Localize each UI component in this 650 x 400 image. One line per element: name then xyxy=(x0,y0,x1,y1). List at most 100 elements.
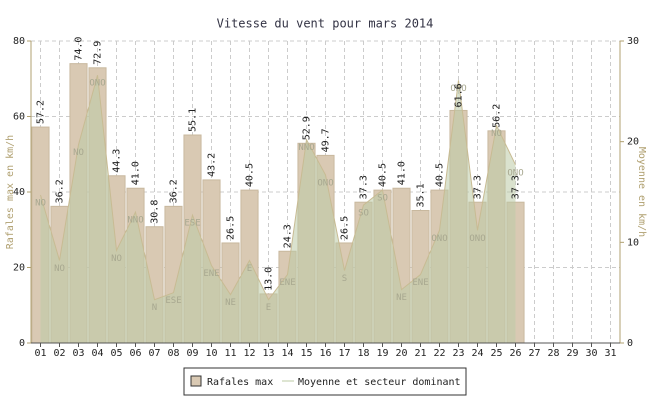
y2-axis-label: Moyenne en km/h xyxy=(636,147,647,237)
value-label: 43.2 xyxy=(207,153,218,177)
x-tick-label: 06 xyxy=(129,348,141,359)
sector-label: E xyxy=(247,264,252,274)
legend-swatch xyxy=(190,375,202,387)
x-tick-label: 03 xyxy=(72,348,84,359)
x-tick-label: 15 xyxy=(300,348,312,359)
x-tick-label: 10 xyxy=(205,348,217,359)
x-tick-label: 23 xyxy=(452,348,464,359)
sector-label: ONO xyxy=(431,234,447,244)
legend-label: Moyenne et secteur dominant xyxy=(298,377,461,388)
x-tick-label: 20 xyxy=(395,348,407,359)
sector-label: ONO xyxy=(450,84,466,94)
value-label: 55.1 xyxy=(188,108,199,132)
x-tick-label: 02 xyxy=(53,348,65,359)
x-tick-label: 26 xyxy=(509,348,521,359)
sector-label: ENE xyxy=(412,278,428,288)
sector-label: NO xyxy=(73,148,84,158)
sector-label: ONO xyxy=(89,79,105,89)
value-label: 26.5 xyxy=(226,216,237,240)
x-tick-label: 18 xyxy=(357,348,369,359)
value-label: 41.0 xyxy=(131,161,142,185)
x-tick-label: 29 xyxy=(566,348,578,359)
y-tick-label: 60 xyxy=(13,112,25,123)
sector-label: NE xyxy=(225,298,236,308)
x-tick-label: 07 xyxy=(148,348,160,359)
x-tick-label: 04 xyxy=(91,348,103,359)
value-label: 40.5 xyxy=(245,163,256,187)
legend xyxy=(183,367,467,396)
sector-label: NO xyxy=(54,264,65,274)
y-axis-label: Rafales max en km/h xyxy=(5,135,16,249)
value-label: 26.5 xyxy=(340,216,351,240)
value-label: 37.3 xyxy=(511,175,522,199)
x-tick-label: 21 xyxy=(414,348,426,359)
sector-label: ONO xyxy=(469,234,485,244)
x-tick-label: 01 xyxy=(34,348,46,359)
value-label: 35.1 xyxy=(416,183,427,207)
sector-label: ESE xyxy=(165,296,181,306)
sector-label: ESE xyxy=(184,219,200,229)
value-label: 36.2 xyxy=(55,179,66,203)
x-tick-label: 08 xyxy=(167,348,179,359)
value-label: 40.5 xyxy=(435,163,446,187)
y2-tick-label: 20 xyxy=(627,137,639,148)
x-tick-label: 13 xyxy=(262,348,274,359)
value-label: 74.0 xyxy=(74,37,85,61)
y2-tick-label: 30 xyxy=(627,36,639,47)
x-tick-label: 31 xyxy=(604,348,616,359)
sector-label: SO xyxy=(358,209,369,219)
value-label: 40.5 xyxy=(378,163,389,187)
y2-tick-label: 10 xyxy=(627,237,639,248)
x-tick-label: 24 xyxy=(471,348,483,359)
sector-label: ONO xyxy=(507,168,523,178)
chart-title: Vitesse du vent pour mars 2014 xyxy=(217,17,434,31)
value-label: 56.2 xyxy=(492,104,503,128)
x-tick-label: 22 xyxy=(433,348,445,359)
y-tick-label: 40 xyxy=(13,187,25,198)
x-tick-label: 17 xyxy=(338,348,350,359)
sector-label: N xyxy=(152,303,157,313)
value-label: 37.3 xyxy=(473,175,484,199)
value-label: 41.0 xyxy=(397,161,408,185)
x-tick-label: 25 xyxy=(490,348,502,359)
value-label: 24.3 xyxy=(283,224,294,248)
x-tick-label: 11 xyxy=(224,348,236,359)
value-label: 49.7 xyxy=(321,128,332,152)
x-tick-label: 19 xyxy=(376,348,388,359)
x-tick-label: 14 xyxy=(281,348,293,359)
sector-label: E xyxy=(266,303,271,313)
value-label: 36.2 xyxy=(169,179,180,203)
sector-label: NO xyxy=(35,199,46,209)
y-tick-label: 0 xyxy=(19,338,25,349)
sector-label: SO xyxy=(377,193,388,203)
x-tick-label: 28 xyxy=(547,348,559,359)
value-label: 52.9 xyxy=(302,116,313,140)
sector-label: ENE xyxy=(203,269,219,279)
x-tick-label: 05 xyxy=(110,348,122,359)
sector-label: ENE xyxy=(279,278,295,288)
value-label: 30.8 xyxy=(150,200,161,224)
legend-label: Rafales max xyxy=(207,377,273,388)
sector-label: NNO xyxy=(127,216,143,226)
sector-label: NO xyxy=(111,254,122,264)
value-label: 37.3 xyxy=(359,175,370,199)
value-label: 61.6 xyxy=(454,83,465,107)
x-tick-label: 12 xyxy=(243,348,255,359)
value-label: 57.2 xyxy=(36,100,47,124)
value-label: 72.9 xyxy=(93,41,104,65)
line xyxy=(40,75,516,301)
value-label: 13.0 xyxy=(264,267,275,291)
x-tick-label: 09 xyxy=(186,348,198,359)
x-tick-label: 30 xyxy=(585,348,597,359)
x-tick-label: 16 xyxy=(319,348,331,359)
sector-label: NO xyxy=(491,129,502,139)
value-label: 44.3 xyxy=(112,149,123,173)
y-tick-label: 80 xyxy=(13,36,25,47)
sector-label: ONO xyxy=(317,178,333,188)
x-tick-label: 27 xyxy=(528,348,540,359)
y2-tick-label: 0 xyxy=(627,338,633,349)
sector-label: S xyxy=(342,274,347,284)
sector-label: NE xyxy=(396,293,407,303)
y-tick-label: 20 xyxy=(13,263,25,274)
